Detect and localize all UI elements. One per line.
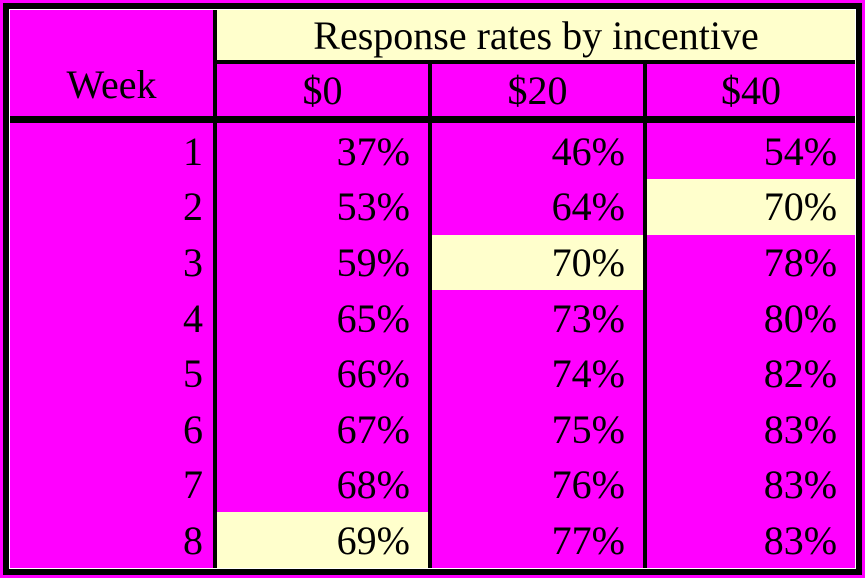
response-rates-table: Week Response rates by incentive $0 $20 … — [10, 10, 856, 568]
value-cell: 66% — [215, 345, 432, 402]
value-cell: 76% — [430, 456, 647, 513]
value-cell: 37% — [215, 119, 432, 180]
value-cell: 67% — [215, 401, 432, 457]
value-cell: 80% — [645, 290, 856, 346]
value-cell: 70% — [430, 234, 647, 291]
value-cell: 59% — [215, 234, 432, 291]
value-cell: 82% — [645, 345, 856, 402]
value-cell: 83% — [645, 512, 856, 568]
table-row: 6 67% 75% 83% — [10, 401, 856, 457]
column-header-0-dollar: $0 — [215, 62, 432, 123]
value-cell: 69% — [215, 512, 432, 568]
table-row: 7 68% 76% 83% — [10, 456, 856, 513]
table-row: 8 69% 77% 83% — [10, 512, 856, 568]
table-row: 1 37% 46% 54% — [10, 119, 856, 180]
table-row: 5 66% 74% 82% — [10, 345, 856, 402]
table-row: 4 65% 73% 80% — [10, 290, 856, 346]
week-cell: 5 — [10, 345, 217, 402]
value-cell: 77% — [430, 512, 647, 568]
week-cell: 6 — [10, 401, 217, 457]
value-cell: 75% — [430, 401, 647, 457]
value-cell: 46% — [430, 119, 647, 180]
value-cell: 73% — [430, 290, 647, 346]
value-cell: 70% — [645, 179, 856, 235]
value-cell: 53% — [215, 179, 432, 235]
column-header-40-dollar: $40 — [645, 62, 856, 123]
table-row: 2 53% 64% 70% — [10, 179, 856, 235]
value-cell: 54% — [645, 119, 856, 180]
table-row: 3 59% 70% 78% — [10, 234, 856, 291]
column-header-20-dollar: $20 — [430, 62, 647, 123]
week-cell: 4 — [10, 290, 217, 346]
week-cell: 8 — [10, 512, 217, 568]
value-cell: 78% — [645, 234, 856, 291]
value-cell: 74% — [430, 345, 647, 402]
table-frame: Week Response rates by incentive $0 $20 … — [3, 3, 862, 575]
week-cell: 7 — [10, 456, 217, 513]
value-cell: 64% — [430, 179, 647, 235]
value-cell: 65% — [215, 290, 432, 346]
table-title: Response rates by incentive — [215, 10, 856, 64]
week-column-header: Week — [10, 10, 217, 123]
week-cell: 1 — [10, 119, 217, 180]
week-cell: 3 — [10, 234, 217, 291]
value-cell: 68% — [215, 456, 432, 513]
column-header-row: $0 $20 $40 — [10, 62, 856, 123]
title-row: Week Response rates by incentive — [10, 10, 856, 123]
value-cell: 83% — [645, 456, 856, 513]
value-cell: 83% — [645, 401, 856, 457]
week-cell: 2 — [10, 179, 217, 235]
